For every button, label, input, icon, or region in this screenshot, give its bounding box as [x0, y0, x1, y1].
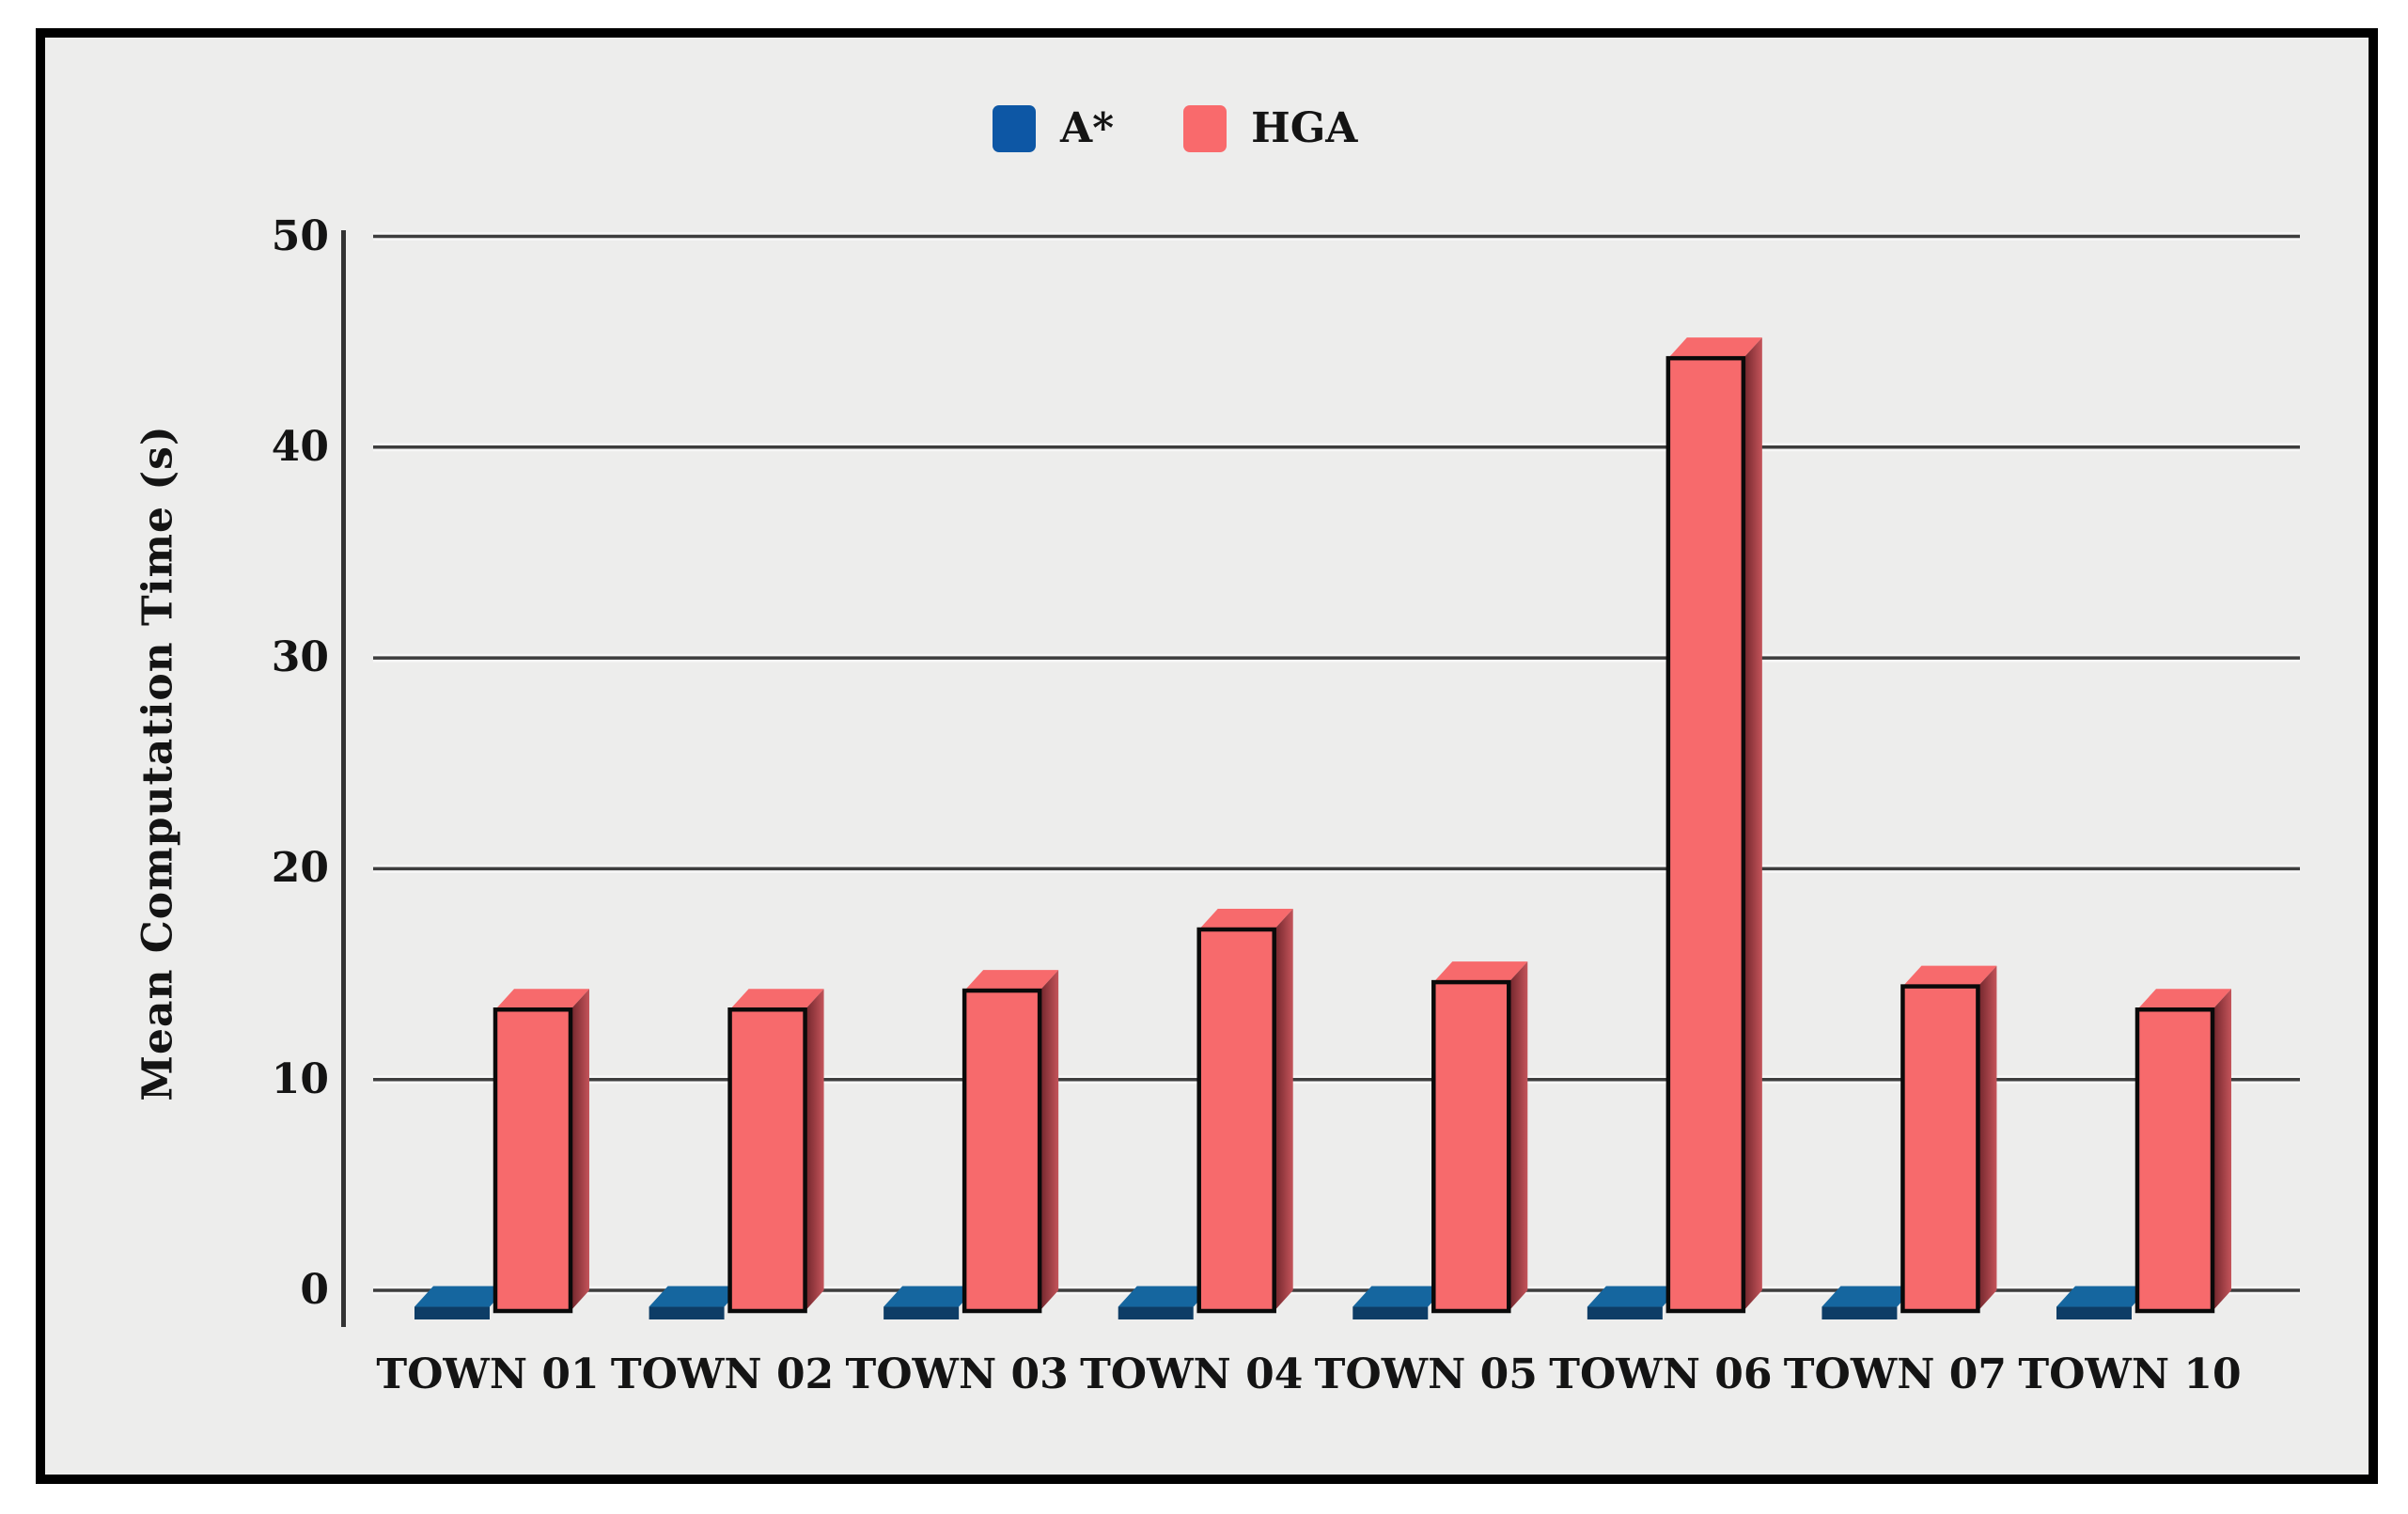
bar-a-star-top-town-04: [1118, 1286, 1212, 1307]
bar-hga-top-town-03: [964, 970, 1059, 991]
bar-a-star-top-town-05: [1353, 1286, 1447, 1307]
x-label-town-05: TOWN 05: [1314, 1350, 1538, 1398]
legend-item-a-star: A*: [993, 105, 1114, 152]
bar-hga-side-town-06: [1743, 337, 1762, 1311]
bar-hga-front-town-06: [1665, 355, 1746, 1314]
bar-a-star-front-town-05: [1353, 1306, 1429, 1319]
bar-hga-side-town-07: [1978, 965, 1997, 1311]
legend-swatch-a-star: [993, 105, 1036, 152]
bar-hga-top-town-02: [729, 989, 824, 1010]
legend-label-hga: HGA: [1251, 104, 1358, 152]
bar-hga-top-town-06: [1667, 337, 1762, 359]
y-tick-label-0: 0: [300, 1266, 329, 1314]
y-tick-label-40: 40: [271, 422, 329, 471]
bar-hga-top-town-10: [2136, 989, 2231, 1010]
bar-a-star-front-town-02: [649, 1306, 725, 1319]
x-label-town-04: TOWN 04: [1080, 1350, 1304, 1398]
y-tick-label-20: 20: [271, 844, 329, 893]
y-tick-label-10: 10: [271, 1054, 329, 1103]
bar-hga-side-town-05: [1509, 961, 1528, 1311]
bar-hga-front-town-02: [727, 1007, 807, 1314]
bar-a-star-top-town-02: [649, 1286, 743, 1307]
x-label-town-03: TOWN 03: [845, 1350, 1069, 1398]
bar-hga-side-town-03: [1040, 970, 1059, 1311]
bar-a-star-front-town-07: [1822, 1306, 1898, 1319]
bar-hga-front-town-07: [1900, 984, 1980, 1314]
bar-a-star-front-town-04: [1118, 1306, 1194, 1319]
bar-hga-top-town-05: [1433, 961, 1528, 983]
legend-swatch-hga: [1183, 105, 1227, 152]
bar-hga-front-town-05: [1431, 979, 1511, 1314]
x-label-town-02: TOWN 02: [610, 1350, 835, 1398]
bar-hga-front-town-01: [493, 1007, 573, 1314]
bar-a-star-front-town-10: [2056, 1306, 2132, 1319]
bar-hga-side-town-04: [1274, 909, 1293, 1311]
bar-hga-top-town-07: [1902, 965, 1997, 987]
bar-a-star-front-town-01: [414, 1306, 490, 1319]
y-tick-label-30: 30: [271, 633, 329, 682]
x-label-town-01: TOWN 01: [376, 1350, 600, 1398]
bar-hga-front-town-04: [1196, 927, 1276, 1314]
legend-item-hga: HGA: [1183, 105, 1357, 152]
x-label-town-07: TOWN 07: [1783, 1350, 2008, 1398]
x-label-town-06: TOWN 06: [1549, 1350, 1773, 1398]
bar-a-star-top-town-01: [414, 1286, 508, 1307]
y-tick-label-50: 50: [271, 211, 329, 260]
bar-hga-side-town-10: [2212, 989, 2231, 1311]
legend: A* HGA: [993, 105, 1357, 152]
x-label-town-10: TOWN 10: [2018, 1350, 2242, 1398]
bar-hga-top-town-04: [1198, 909, 1293, 930]
bar-hga-top-town-01: [495, 989, 589, 1010]
bar-a-star-top-town-07: [1822, 1286, 1916, 1307]
bar-hga-side-town-02: [805, 989, 824, 1311]
bar-hga-front-town-03: [962, 988, 1042, 1314]
bar-a-star-front-town-03: [883, 1306, 960, 1319]
bar-a-star-top-town-06: [1587, 1286, 1681, 1307]
bar-a-star-top-town-10: [2056, 1286, 2150, 1307]
bar-hga-side-town-01: [571, 989, 589, 1311]
bar-a-star-front-town-06: [1587, 1306, 1663, 1319]
legend-label-a-star: A*: [1060, 104, 1115, 152]
bar-a-star-top-town-03: [883, 1286, 978, 1307]
bar-hga-front-town-10: [2134, 1007, 2215, 1314]
